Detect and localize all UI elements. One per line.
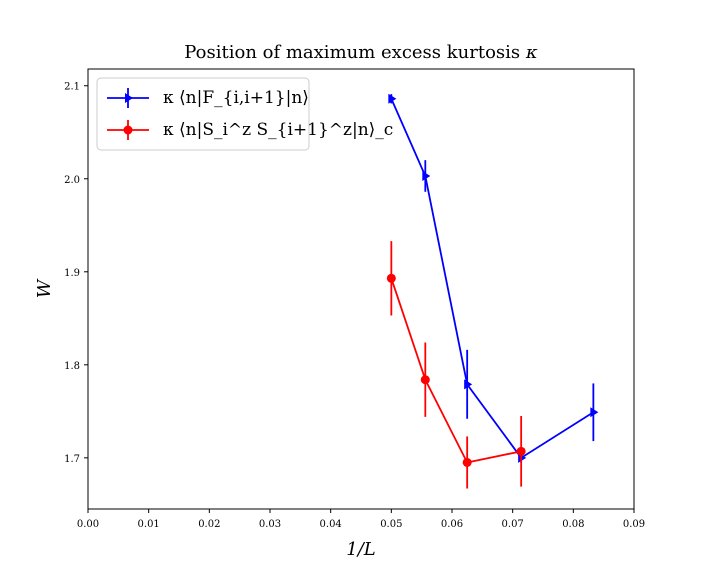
legend-box: [96, 77, 310, 151]
legend-marker: [125, 93, 133, 103]
title-text: Position of maximum excess kurtosis: [184, 42, 526, 63]
y-tick-label: 1.7: [64, 454, 80, 465]
x-tick-label: 0.08: [562, 519, 584, 530]
x-tick-label: 0.05: [380, 519, 402, 530]
data-point: [464, 379, 473, 390]
legend-label: κ ⟨n|F_{i,i+1}|n⟩: [163, 88, 309, 108]
y-axis-title: W: [34, 278, 55, 298]
x-tick-label: 0.09: [623, 519, 645, 530]
series-line: [390, 98, 594, 460]
data-point: [462, 457, 472, 467]
plot-frame: [87, 68, 635, 510]
x-axis-title: 1/L: [346, 539, 375, 560]
x-tick-label: 0.03: [259, 519, 281, 530]
data-point: [590, 407, 599, 418]
x-tick-label: 0.04: [320, 519, 342, 530]
legend: κ ⟨n|F_{i,i+1}|n⟩ κ ⟨n|S_i^z S_{i+1}^z|n⟩…: [96, 77, 393, 151]
data-point: [516, 446, 526, 456]
legend-marker: [123, 125, 133, 135]
series-line: [390, 278, 522, 464]
x-tick-label: 0.01: [138, 519, 160, 530]
series-0: [388, 93, 599, 463]
x-tick-label: 0.07: [502, 519, 524, 530]
y-axis: 1.7 1.8 1.9 2.0 2.1: [64, 82, 88, 465]
data-point: [422, 170, 431, 181]
data-point: [388, 93, 397, 104]
y-tick-label: 2.1: [64, 82, 80, 93]
legend-entry: κ ⟨n|F_{i,i+1}|n⟩: [107, 88, 309, 108]
series-1: [386, 241, 526, 489]
chart-title: Position of maximum excess kurtosis κ: [184, 42, 538, 63]
title-symbol: κ: [525, 42, 538, 63]
legend-entry: κ ⟨n|S_i^z S_{i+1}^z|n⟩_c: [107, 120, 393, 140]
x-axis: 0.00 0.01 0.02 0.03 0.04 0.05 0.06 0.07 0.08 0.09: [77, 509, 645, 530]
legend-label: κ ⟨n|S_i^z S_{i+1}^z|n⟩_c: [163, 120, 393, 140]
x-tick-label: 0.00: [77, 519, 99, 530]
y-tick-label: 1.9: [64, 268, 80, 279]
series-layer: [386, 93, 599, 489]
y-tick-label: 2.0: [64, 175, 80, 186]
data-point: [420, 375, 430, 385]
y-tick-label: 1.8: [64, 361, 80, 372]
x-tick-label: 0.06: [441, 519, 463, 530]
x-tick-label: 0.02: [198, 519, 220, 530]
data-point: [386, 273, 396, 283]
